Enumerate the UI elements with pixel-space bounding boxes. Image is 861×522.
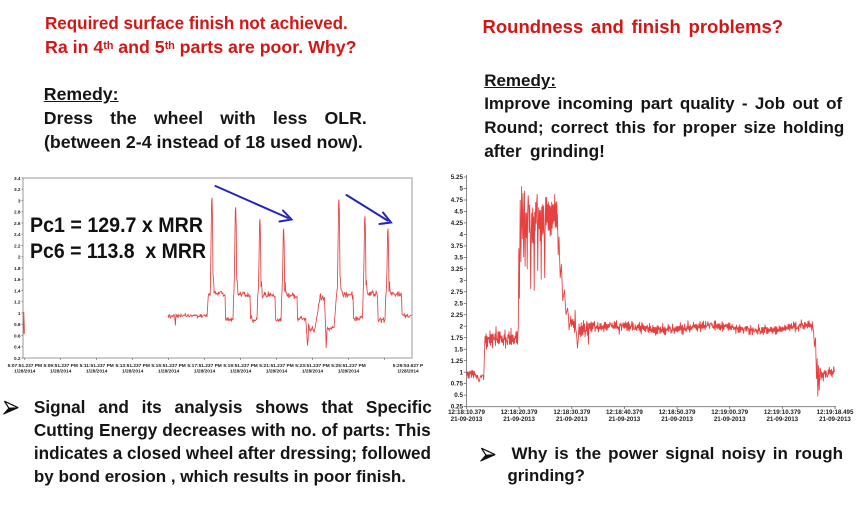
svg-text:2.6: 2.6: [14, 221, 21, 226]
svg-text:12:18:10.379: 12:18:10.379: [448, 409, 485, 416]
svg-text:4: 4: [459, 232, 463, 239]
svg-text:4.5: 4.5: [454, 209, 463, 216]
svg-text:5:25:51.237 PM: 5:25:51.237 PM: [331, 363, 365, 369]
svg-text:5:19:51.237 PM: 5:19:51.237 PM: [223, 363, 257, 369]
svg-text:0.5: 0.5: [454, 392, 463, 399]
svg-text:2.8: 2.8: [14, 210, 21, 215]
svg-text:1.6: 1.6: [14, 277, 21, 282]
svg-text:21-09-2013: 21-09-2013: [609, 416, 641, 423]
svg-text:2.4: 2.4: [14, 232, 21, 237]
svg-text:0.75: 0.75: [451, 381, 464, 388]
svg-text:5:09:51.237 PM: 5:09:51.237 PM: [43, 363, 77, 369]
svg-text:12:19:10.379: 12:19:10.379: [764, 409, 801, 416]
svg-text:12:18:20.379: 12:18:20.379: [501, 409, 538, 416]
svg-text:21-09-2013: 21-09-2013: [556, 416, 588, 423]
svg-text:21-09-2013: 21-09-2013: [714, 416, 746, 423]
svg-text:0.25: 0.25: [451, 404, 464, 411]
svg-text:3: 3: [18, 198, 21, 203]
svg-text:21-09-2013: 21-09-2013: [819, 416, 851, 423]
svg-text:1/28/2014: 1/28/2014: [14, 369, 36, 375]
svg-text:2: 2: [18, 255, 21, 260]
svg-text:5:07:51.237 PM: 5:07:51.237 PM: [8, 363, 42, 369]
svg-text:5:23:51.237 PM: 5:23:51.237 PM: [295, 363, 329, 369]
svg-text:3: 3: [459, 277, 463, 284]
svg-text:1/28/2014: 1/28/2014: [338, 369, 360, 375]
svg-text:1/28/2014: 1/28/2014: [397, 369, 419, 375]
svg-text:4.75: 4.75: [451, 197, 464, 204]
svg-text:1.2: 1.2: [14, 300, 21, 305]
svg-text:0.4: 0.4: [14, 345, 21, 350]
svg-text:5:11:51.237 PM: 5:11:51.237 PM: [80, 363, 114, 369]
svg-text:2: 2: [459, 323, 463, 330]
svg-text:1.4: 1.4: [14, 288, 21, 293]
svg-text:1/28/2014: 1/28/2014: [230, 369, 252, 375]
svg-text:21-09-2013: 21-09-2013: [766, 416, 798, 423]
svg-text:12:19:18.495: 12:19:18.495: [817, 409, 854, 416]
svg-text:1.25: 1.25: [451, 358, 464, 365]
svg-text:5:13:51.237 PM: 5:13:51.237 PM: [115, 363, 149, 369]
svg-text:1/28/2014: 1/28/2014: [266, 369, 288, 375]
svg-text:5:29:53.627 P: 5:29:53.627 P: [393, 363, 424, 369]
svg-text:1.75: 1.75: [451, 335, 464, 342]
svg-text:1: 1: [18, 311, 21, 316]
svg-text:12:19:00.379: 12:19:00.379: [711, 409, 748, 416]
svg-text:1: 1: [459, 369, 463, 376]
svg-text:2.75: 2.75: [451, 289, 464, 296]
svg-text:12:18:30.379: 12:18:30.379: [553, 409, 590, 416]
svg-text:12:18:40.379: 12:18:40.379: [606, 409, 643, 416]
svg-text:21-09-2013: 21-09-2013: [661, 416, 693, 423]
svg-text:3.25: 3.25: [451, 266, 464, 273]
svg-text:3.75: 3.75: [451, 243, 464, 250]
svg-text:1/28/2014: 1/28/2014: [50, 369, 72, 375]
svg-text:1/28/2014: 1/28/2014: [86, 369, 108, 375]
svg-text:0.6: 0.6: [14, 333, 21, 338]
svg-text:5:15:51.237 PM: 5:15:51.237 PM: [151, 363, 185, 369]
svg-text:5: 5: [459, 186, 463, 193]
svg-text:1/28/2014: 1/28/2014: [302, 369, 324, 375]
svg-text:1/28/2014: 1/28/2014: [194, 369, 216, 375]
svg-text:21-09-2013: 21-09-2013: [503, 416, 535, 423]
svg-text:3.2: 3.2: [14, 187, 21, 192]
svg-text:21-09-2013: 21-09-2013: [451, 416, 483, 423]
svg-text:5.25: 5.25: [451, 174, 464, 181]
svg-text:3.5: 3.5: [454, 255, 463, 262]
svg-text:0.2: 0.2: [14, 356, 21, 361]
svg-text:5:17:51.237 PM: 5:17:51.237 PM: [187, 363, 221, 369]
svg-text:1.5: 1.5: [454, 346, 463, 353]
svg-text:2.2: 2.2: [14, 243, 21, 248]
svg-text:1.8: 1.8: [14, 266, 21, 271]
svg-text:0.8: 0.8: [14, 322, 21, 327]
svg-text:3.4: 3.4: [14, 176, 21, 181]
svg-text:1/28/2014: 1/28/2014: [158, 369, 180, 375]
svg-text:4.25: 4.25: [451, 220, 464, 227]
svg-text:5:21:51.237 PM: 5:21:51.237 PM: [259, 363, 293, 369]
svg-text:1/28/2014: 1/28/2014: [122, 369, 144, 375]
svg-text:2.5: 2.5: [454, 300, 463, 307]
svg-text:2.25: 2.25: [451, 312, 464, 319]
svg-text:12:18:50.379: 12:18:50.379: [659, 409, 696, 416]
